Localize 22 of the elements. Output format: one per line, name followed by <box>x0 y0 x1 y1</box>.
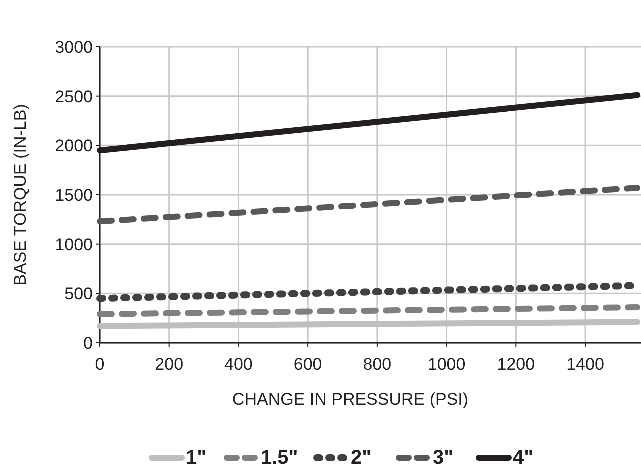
y-tick-label: 2000 <box>55 136 93 156</box>
y-axis-title: BASE TORQUE (IN-LB) <box>11 104 30 286</box>
y-tick-label: 1500 <box>55 186 93 205</box>
x-tick-label: 1000 <box>428 355 466 374</box>
y-tick-label: 0 <box>84 334 93 353</box>
legend-label: 3" <box>433 447 454 469</box>
x-tick-label: 0 <box>95 355 105 374</box>
legend-label: 2" <box>351 447 372 469</box>
y-tick-label: 1000 <box>55 235 93 254</box>
legend-label: 1.5" <box>261 447 298 469</box>
x-tick-label: 800 <box>363 355 392 374</box>
x-tick-label: 200 <box>155 355 184 374</box>
y-tick-label: 500 <box>64 284 93 304</box>
x-tick-label: 1400 <box>566 355 604 374</box>
y-tick-label: 2500 <box>55 87 93 106</box>
x-tick-label: 600 <box>294 355 322 374</box>
legend-label: 1" <box>186 447 207 469</box>
x-tick-label: 1200 <box>497 355 536 374</box>
y-tick-label: 3000 <box>55 38 93 57</box>
x-tick-label: 400 <box>224 355 253 374</box>
x-axis-title: CHANGE IN PRESSURE (PSI) <box>232 390 469 409</box>
legend-label: 4" <box>513 447 534 469</box>
